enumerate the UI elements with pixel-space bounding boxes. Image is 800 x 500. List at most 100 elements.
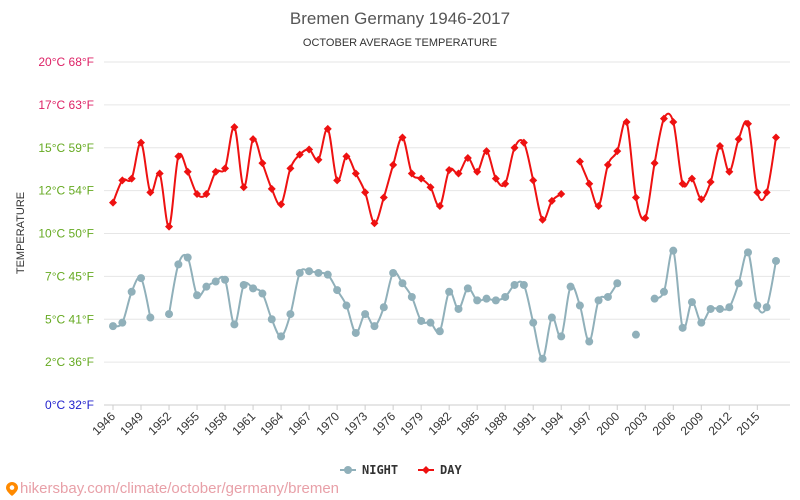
data-point[interactable] <box>538 215 547 224</box>
data-point[interactable] <box>127 287 136 296</box>
data-point[interactable] <box>277 332 286 341</box>
data-point[interactable] <box>762 188 771 197</box>
data-point[interactable] <box>258 289 267 298</box>
data-point[interactable] <box>239 183 248 192</box>
data-point[interactable] <box>146 313 155 322</box>
data-point[interactable] <box>314 155 323 164</box>
data-point[interactable] <box>706 178 715 187</box>
legend[interactable]: NIGHT DAY <box>340 463 462 477</box>
data-point[interactable] <box>715 304 724 313</box>
data-point[interactable] <box>361 188 370 197</box>
data-point[interactable] <box>772 133 780 142</box>
data-point[interactable] <box>594 296 603 305</box>
data-point[interactable] <box>118 318 127 327</box>
data-point[interactable] <box>659 287 668 296</box>
data-point[interactable] <box>109 198 117 207</box>
data-point[interactable] <box>407 169 416 178</box>
data-point[interactable] <box>463 154 472 163</box>
data-point[interactable] <box>398 133 407 142</box>
data-point[interactable] <box>473 296 482 305</box>
data-point[interactable] <box>286 310 295 319</box>
data-point[interactable] <box>678 323 687 332</box>
data-point[interactable] <box>351 169 360 178</box>
data-point[interactable] <box>575 157 584 166</box>
data-point[interactable] <box>753 188 762 197</box>
data-point[interactable] <box>557 332 566 341</box>
data-point[interactable] <box>631 330 640 339</box>
data-point[interactable] <box>575 301 584 310</box>
data-point[interactable] <box>622 118 631 127</box>
data-point[interactable] <box>715 142 724 151</box>
legend-item-day[interactable]: DAY <box>418 463 462 477</box>
data-point[interactable] <box>258 159 267 168</box>
data-point[interactable] <box>174 260 183 269</box>
data-point[interactable] <box>641 214 650 223</box>
data-point[interactable] <box>127 174 136 183</box>
data-point[interactable] <box>482 147 491 156</box>
data-point[interactable] <box>323 124 332 133</box>
data-point[interactable] <box>183 253 192 262</box>
data-point[interactable] <box>137 274 146 283</box>
data-point[interactable] <box>118 176 127 185</box>
data-point[interactable] <box>734 279 743 288</box>
data-point[interactable] <box>743 119 752 128</box>
data-point[interactable] <box>501 179 510 188</box>
data-point[interactable] <box>435 202 444 211</box>
data-point[interactable] <box>239 280 248 289</box>
data-point[interactable] <box>650 159 659 168</box>
data-point[interactable] <box>305 267 314 276</box>
data-point[interactable] <box>687 298 696 307</box>
data-point[interactable] <box>585 337 594 346</box>
data-point[interactable] <box>687 174 696 183</box>
data-point[interactable] <box>510 143 519 152</box>
data-point[interactable] <box>603 160 612 169</box>
data-point[interactable] <box>706 304 715 313</box>
data-point[interactable] <box>193 190 202 199</box>
data-point[interactable] <box>137 138 146 147</box>
data-point[interactable] <box>454 169 463 178</box>
data-point[interactable] <box>286 164 295 173</box>
data-point[interactable] <box>753 301 762 310</box>
data-point[interactable] <box>202 190 211 199</box>
data-point[interactable] <box>501 292 510 301</box>
data-point[interactable] <box>529 176 538 185</box>
data-point[interactable] <box>398 279 407 288</box>
footer-link[interactable]: hikersbay.com/climate/october/germany/br… <box>6 480 339 497</box>
data-point[interactable] <box>473 167 482 176</box>
data-point[interactable] <box>519 138 528 147</box>
data-point[interactable] <box>305 145 314 154</box>
data-point[interactable] <box>669 246 678 255</box>
data-point[interactable] <box>314 268 323 277</box>
data-point[interactable] <box>435 327 444 336</box>
data-point[interactable] <box>734 135 743 144</box>
data-point[interactable] <box>361 310 370 319</box>
data-point[interactable] <box>547 313 556 322</box>
data-point[interactable] <box>267 184 276 193</box>
data-point[interactable] <box>529 318 538 327</box>
data-point[interactable] <box>557 190 566 199</box>
data-point[interactable] <box>613 147 622 156</box>
data-point[interactable] <box>230 320 239 329</box>
data-point[interactable] <box>603 292 612 301</box>
data-point[interactable] <box>342 152 351 161</box>
data-point[interactable] <box>146 188 155 197</box>
data-point[interactable] <box>370 219 379 228</box>
data-point[interactable] <box>389 268 398 277</box>
data-point[interactable] <box>538 354 547 363</box>
data-point[interactable] <box>295 150 304 159</box>
data-point[interactable] <box>725 303 734 312</box>
data-point[interactable] <box>491 174 500 183</box>
data-point[interactable] <box>445 166 454 175</box>
data-point[interactable] <box>211 167 220 176</box>
legend-item-night[interactable]: NIGHT <box>340 463 398 477</box>
data-point[interactable] <box>445 287 454 296</box>
data-point[interactable] <box>594 202 603 211</box>
data-point[interactable] <box>155 169 164 178</box>
data-point[interactable] <box>230 123 239 132</box>
data-point[interactable] <box>743 248 752 257</box>
data-point[interactable] <box>585 179 594 188</box>
data-point[interactable] <box>109 322 117 331</box>
data-point[interactable] <box>183 167 192 176</box>
data-point[interactable] <box>426 318 435 327</box>
data-point[interactable] <box>407 292 416 301</box>
